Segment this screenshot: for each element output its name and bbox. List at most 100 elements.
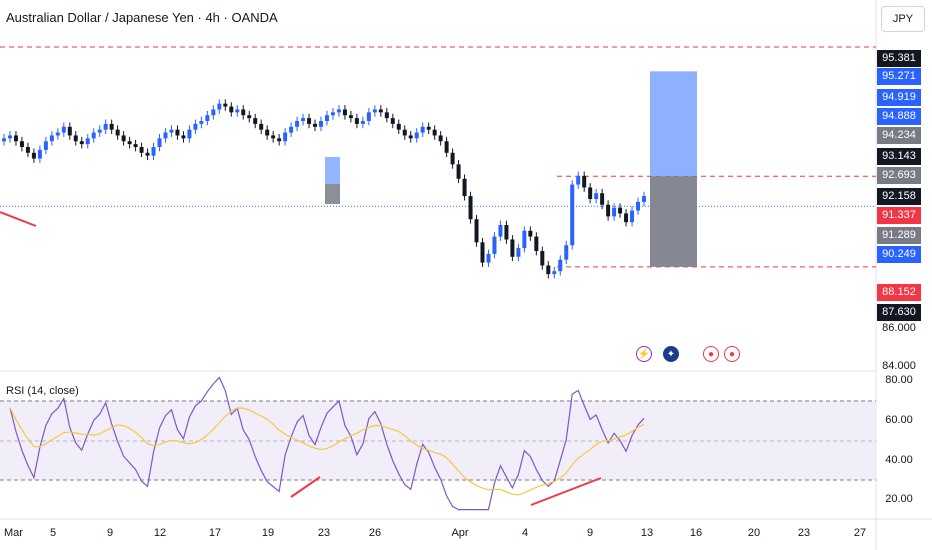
candle-body xyxy=(169,129,174,133)
candle-body xyxy=(426,126,431,130)
candle-body xyxy=(241,109,246,116)
candle-body xyxy=(25,147,30,153)
candle-body xyxy=(193,123,198,130)
candles-group xyxy=(2,99,646,279)
candle-body xyxy=(217,103,222,110)
trendline-left[interactable] xyxy=(0,211,37,227)
candle-body xyxy=(444,141,449,153)
time-axis-tick: 9 xyxy=(586,527,594,539)
candle-body xyxy=(151,147,156,156)
candle-body xyxy=(115,129,120,136)
candle-body xyxy=(546,265,551,275)
rsi-axis-tick: 40.00 xyxy=(885,454,913,466)
time-axis-tick: 9 xyxy=(106,527,114,539)
candle-body xyxy=(474,219,479,243)
candle-body xyxy=(277,138,282,142)
candle-body xyxy=(307,118,312,124)
price-axis-tick: 84.000 xyxy=(882,360,916,372)
candle-body xyxy=(205,115,210,122)
candle-body xyxy=(570,184,575,246)
rsi-title[interactable]: RSI (14, close) xyxy=(6,385,79,397)
long-position-stop-box[interactable] xyxy=(650,176,697,267)
candle-body xyxy=(378,109,383,113)
candle-body xyxy=(582,175,587,188)
candle-body xyxy=(366,112,371,122)
candle-body xyxy=(354,118,359,124)
time-axis-tick: 12 xyxy=(153,527,167,539)
candle-body xyxy=(91,132,96,139)
price-axis-label: 87.630 xyxy=(877,304,921,321)
time-axis-tick: Apr xyxy=(451,527,469,539)
old-position-target-box[interactable] xyxy=(325,157,340,184)
price-axis-label: 91.289 xyxy=(877,227,921,244)
time-axis-tick: 27 xyxy=(853,527,867,539)
rsi-ma-line xyxy=(9,407,645,496)
rsi-trendline-1[interactable] xyxy=(290,476,321,498)
candle-body xyxy=(247,115,252,119)
rsi-line xyxy=(9,376,645,511)
price-axis-label: 94.919 xyxy=(877,89,921,106)
candle-body xyxy=(594,193,599,200)
dividend-event-icon[interactable]: ⚡ xyxy=(636,346,652,362)
long-position-target-box[interactable] xyxy=(650,71,697,177)
candle-body xyxy=(223,103,228,107)
price-axis-label: 94.888 xyxy=(877,108,921,125)
price-axis-label: 95.271 xyxy=(877,68,921,85)
rsi-divergence-line[interactable] xyxy=(530,477,602,506)
price-axis-tick: 86.000 xyxy=(882,322,916,334)
candle-body xyxy=(211,109,216,116)
currency-button[interactable]: JPY xyxy=(881,6,925,32)
candle-body xyxy=(636,201,641,211)
candle-body xyxy=(295,121,300,127)
japan-event-icon-2[interactable]: ● xyxy=(724,346,740,362)
price-axis-label: 95.381 xyxy=(877,50,921,67)
candle-body xyxy=(55,132,60,136)
candle-body xyxy=(450,152,455,165)
candle-body xyxy=(624,213,629,223)
candle-body xyxy=(7,135,12,139)
time-axis-tick: 4 xyxy=(521,527,529,539)
candle-body xyxy=(79,141,84,145)
australia-flag-event-icon[interactable]: ✦ xyxy=(663,346,679,362)
time-axis-tick: 17 xyxy=(208,527,222,539)
price-axis-label: 88.152 xyxy=(877,284,921,301)
candle-body xyxy=(324,115,329,122)
candle-body xyxy=(181,135,186,139)
price-axis-label: 91.337 xyxy=(877,207,921,224)
candle-body xyxy=(157,138,162,148)
candle-body xyxy=(187,129,192,139)
candle-body xyxy=(396,123,401,130)
old-position-stop-box[interactable] xyxy=(325,184,340,204)
rsi-axis-tick: 20.00 xyxy=(885,493,913,505)
candle-body xyxy=(253,118,258,124)
candle-body xyxy=(402,129,407,136)
candle-body xyxy=(510,239,515,257)
candle-body xyxy=(534,236,539,252)
candle-body xyxy=(330,112,335,116)
candle-body xyxy=(43,141,48,150)
candle-body xyxy=(480,242,485,263)
candle-body xyxy=(390,118,395,124)
japan-event-icon[interactable]: ● xyxy=(703,346,719,362)
price-axis-label: 93.143 xyxy=(877,148,921,165)
candle-body xyxy=(372,109,377,113)
candle-body xyxy=(552,271,557,275)
candle-body xyxy=(289,126,294,133)
price-axis-label: 94.234 xyxy=(877,127,921,144)
candle-body xyxy=(229,106,234,113)
candle-body xyxy=(133,144,138,148)
candle-body xyxy=(37,149,42,159)
candle-body xyxy=(271,135,276,139)
candle-body xyxy=(163,132,168,139)
candle-body xyxy=(348,115,353,119)
candle-body xyxy=(61,126,66,133)
candle-body xyxy=(85,138,90,145)
candle-body xyxy=(558,259,563,272)
candle-body xyxy=(516,248,521,257)
time-axis-tick: 26 xyxy=(368,527,382,539)
candle-body xyxy=(73,135,78,142)
candle-body xyxy=(301,118,306,122)
candle-body xyxy=(384,112,389,119)
time-axis-tick: 5 xyxy=(49,527,57,539)
